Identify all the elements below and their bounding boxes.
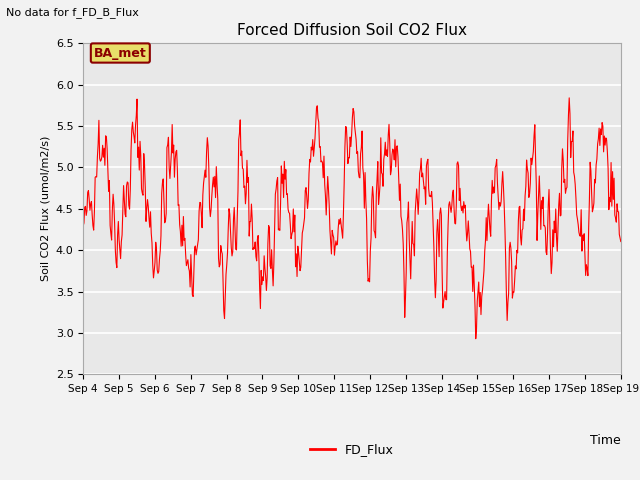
FD_Flux <box>89 223 97 228</box>
Line: FD_Flux: FD_Flux <box>83 98 621 339</box>
FD_Flux <box>199 192 207 198</box>
FD_Flux <box>79 223 87 228</box>
FD_Flux <box>617 239 625 244</box>
FD_Flux <box>227 244 235 250</box>
Legend: FD_Flux: FD_Flux <box>305 438 399 461</box>
FD_Flux <box>433 229 441 235</box>
FD_Flux <box>565 95 573 101</box>
Text: No data for f_FD_B_Flux: No data for f_FD_B_Flux <box>6 7 140 18</box>
Title: Forced Diffusion Soil CO2 Flux: Forced Diffusion Soil CO2 Flux <box>237 23 467 38</box>
FD_Flux <box>472 336 479 342</box>
FD_Flux <box>417 156 425 161</box>
Text: BA_met: BA_met <box>94 47 147 60</box>
FD_Flux <box>145 204 152 209</box>
Y-axis label: Soil CO2 Flux (umol/m2/s): Soil CO2 Flux (umol/m2/s) <box>40 136 50 281</box>
Text: Time: Time <box>590 434 621 447</box>
